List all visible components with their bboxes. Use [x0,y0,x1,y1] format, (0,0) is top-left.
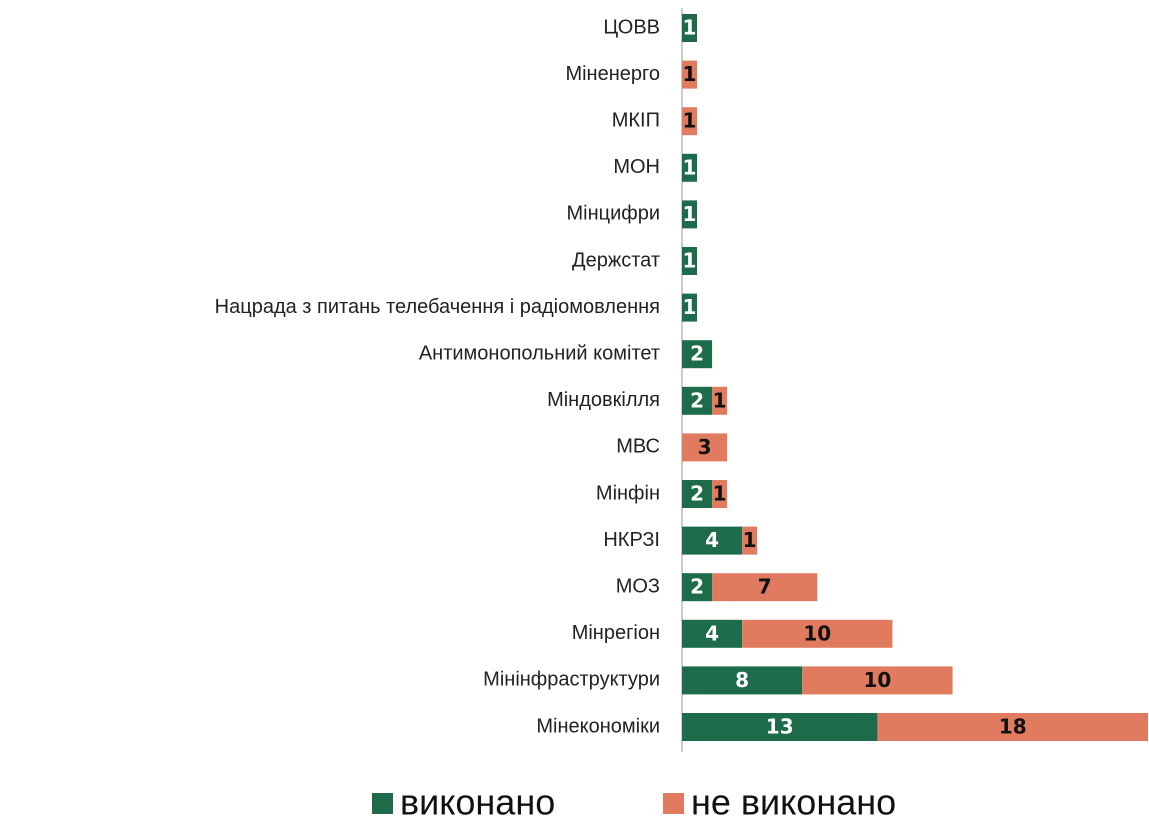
bar-segment [742,526,758,555]
data-label: 2 [690,388,704,412]
data-label: 1 [683,249,697,273]
bar-segment [682,713,878,741]
category-label: Мінінфраструктури [483,669,660,691]
bar-segment [682,107,698,136]
category-label: Міндовкілля [547,389,660,411]
bar-segment [682,619,743,648]
data-label: 1 [713,388,727,412]
data-label: 10 [863,668,891,692]
bar-segment [682,60,698,89]
data-label: 2 [690,342,704,366]
bar-segment [802,666,953,695]
legend-label: виконано [400,782,555,820]
bar-segment [682,14,698,42]
data-label: 1 [713,482,727,506]
data-label: 2 [690,482,704,506]
category-label: Мінцифри [566,203,660,225]
bar-segment [682,247,698,275]
data-label: 7 [758,575,772,599]
bar-segment [682,573,713,602]
data-label: 1 [743,528,757,552]
bar-segment [682,293,698,322]
data-label: 1 [683,202,697,226]
legend-label: не виконано [691,782,896,820]
bar-segment [712,573,818,602]
bar-segment [682,433,728,462]
bar-segment [877,713,1148,741]
data-label: 1 [683,109,697,133]
data-label: 1 [683,16,697,40]
legend-swatch [372,793,393,814]
data-label: 1 [683,62,697,86]
data-label: 1 [683,155,697,179]
data-label: 2 [690,575,704,599]
category-label: Мінекономіки [536,715,660,737]
category-label: НКРЗІ [603,529,660,551]
data-label: 1 [683,295,697,319]
legend-swatch [663,793,684,814]
category-label: МОН [613,156,660,178]
category-label: Нацрада з питань телебачення і радіомовл… [215,296,660,318]
data-label: 18 [999,715,1027,739]
category-label: Мінфін [596,482,660,504]
category-label: Міненерго [565,63,660,85]
category-label: ЦОВВ [603,16,660,38]
category-label: МВС [616,436,660,458]
data-label: 8 [735,668,749,692]
bar-segment [682,340,713,369]
data-label: 10 [803,621,831,645]
category-label: Мінрегіон [572,622,660,644]
data-label: 13 [766,715,794,739]
bar-segment [712,480,728,508]
data-label: 4 [705,621,719,645]
data-label: 4 [705,528,719,552]
data-label: 3 [698,435,712,459]
category-label: Держстат [572,249,660,271]
bar-segment [682,386,713,415]
bar-segment [682,526,743,555]
bar-segment [682,200,698,229]
bar-segment [682,153,698,182]
bar-segment [742,619,893,648]
bar-segment [682,480,713,508]
category-label: МКІП [612,109,660,131]
category-label: МОЗ [616,575,660,597]
bar-segment [712,386,728,415]
bar-segment [682,666,803,695]
category-label: Антимонопольний комітет [419,342,660,364]
